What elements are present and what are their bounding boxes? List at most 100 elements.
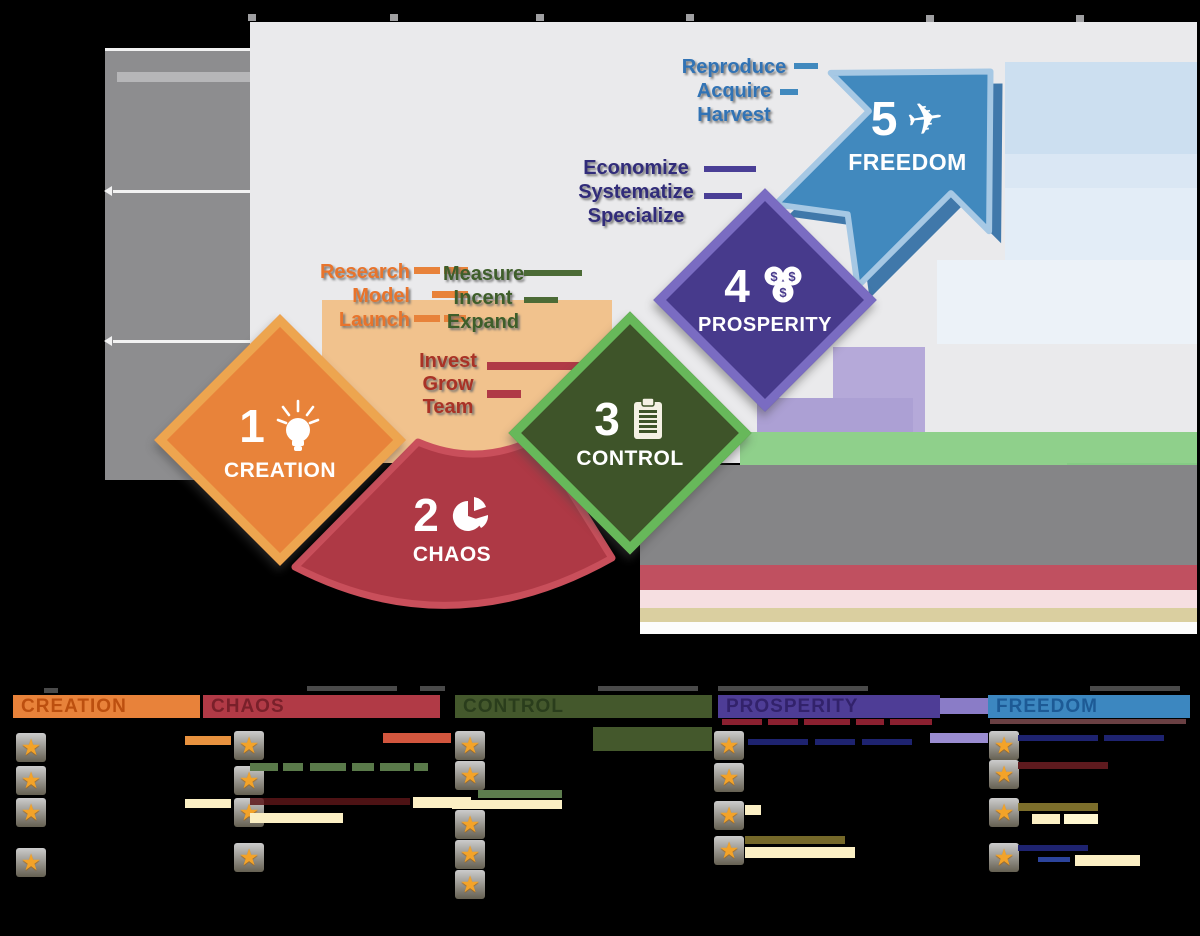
legend-header-prosperity: PROSPERITY <box>718 695 940 718</box>
star-icon: ★ <box>234 843 264 872</box>
text-fragment <box>804 719 850 725</box>
highlight-fragment <box>250 813 343 823</box>
action-line: Model <box>352 285 410 307</box>
highlight-fragment <box>1032 814 1060 824</box>
star-icon: ★ <box>16 766 46 795</box>
leader-dash <box>704 166 756 172</box>
svg-text:$: $ <box>770 269 778 284</box>
stage-name: CHAOS <box>412 543 492 566</box>
leader-dash <box>414 267 440 274</box>
star-icon: ★ <box>16 798 46 827</box>
header-bar-extension <box>940 698 988 714</box>
text-fragment <box>748 739 808 745</box>
text-fragment <box>1018 803 1098 811</box>
stage-number: 2 <box>413 489 439 541</box>
gridline <box>105 48 250 51</box>
text-fragment <box>1018 735 1098 741</box>
leader-dash <box>794 63 818 69</box>
highlight-fragment <box>413 797 471 808</box>
text-fragment <box>856 719 884 725</box>
tick-mark <box>926 15 934 22</box>
action-line: Harvest <box>697 104 771 126</box>
leader-dash <box>780 89 798 95</box>
highlight-fragment <box>930 733 988 743</box>
text-fragment <box>307 686 397 691</box>
text-fragment <box>768 719 798 725</box>
leader-dash <box>704 193 742 199</box>
axis-tick-icon <box>104 186 112 196</box>
text-fragment <box>1018 762 1108 769</box>
chaos-fan-shape <box>291 434 616 609</box>
stage2-shape-content: 2 CHAOS <box>377 492 527 567</box>
text-fragment <box>414 763 428 771</box>
star-icon: ★ <box>234 731 264 760</box>
band-khaki <box>640 608 1197 622</box>
stage-number: 1 <box>239 399 265 452</box>
highlight-fragment <box>452 800 562 809</box>
text-fragment <box>250 763 278 771</box>
highlight-fragment <box>1064 814 1098 824</box>
star-icon: ★ <box>714 763 744 792</box>
band-gray <box>640 465 1197 565</box>
highlight-fragment <box>185 736 231 745</box>
svg-text:$: $ <box>779 285 787 300</box>
star-icon: ★ <box>455 761 485 790</box>
stage-name: PROSPERITY <box>698 314 832 336</box>
legend-header-control: CONTROL <box>455 695 712 718</box>
action-line: Specialize <box>587 205 685 227</box>
legend-header-freedom: FREEDOM <box>988 695 1190 718</box>
stage4-actions: Economize Systematize Specialize <box>570 156 702 228</box>
action-line: Team <box>422 396 474 418</box>
text-fragment <box>44 688 58 693</box>
step-block-purple-2 <box>757 398 913 433</box>
action-line: Grow <box>422 373 474 395</box>
lightbulb-icon <box>276 399 320 451</box>
star-icon: ★ <box>455 870 485 899</box>
stage2-actions: Invest Grow Team <box>412 350 484 419</box>
leader-dash <box>524 270 582 276</box>
text-fragment <box>420 686 445 691</box>
leader-dash <box>487 390 521 398</box>
pie-chart-icon <box>452 497 488 531</box>
tick-mark <box>686 14 694 21</box>
text-fragment <box>862 739 912 745</box>
star-icon: ★ <box>16 733 46 762</box>
text-fragment <box>718 686 868 691</box>
stage-name: CREATION <box>223 458 337 482</box>
leader-dash <box>444 267 468 274</box>
action-line: Acquire <box>696 80 772 102</box>
stage-number: 4 <box>724 260 750 312</box>
star-icon: ★ <box>989 760 1019 789</box>
stage-name: CONTROL <box>576 446 684 470</box>
text-fragment <box>352 763 374 771</box>
freedom-arrow-shape <box>772 68 1003 299</box>
gridline <box>113 190 250 193</box>
step-block-blue-4 <box>937 260 1197 344</box>
highlight-fragment <box>185 799 231 808</box>
star-icon: ★ <box>989 731 1019 760</box>
tick-mark <box>248 14 256 21</box>
star-icon: ★ <box>714 801 744 830</box>
action-line: Incent <box>453 287 513 309</box>
action-line: Reproduce <box>681 56 787 78</box>
leader-dash <box>432 291 468 298</box>
text-fragment <box>722 719 762 725</box>
stage-name: FREEDOM <box>848 149 967 175</box>
action-line: Measure <box>443 263 525 285</box>
tick-mark <box>1076 15 1084 22</box>
step-band-green <box>740 432 1197 465</box>
action-line: Expand <box>446 311 520 333</box>
leader-dash <box>444 315 466 322</box>
star-icon: ★ <box>455 810 485 839</box>
highlight-fragment <box>745 805 761 815</box>
legend-header-creation: CREATION <box>13 695 200 718</box>
stage-number: 5 <box>870 93 898 146</box>
text-fragment <box>815 739 855 745</box>
stage5-shape-content: 5 ✈ FREEDOM <box>825 92 990 176</box>
stage5-actions: Reproduce Acquire Harvest <box>675 55 793 127</box>
control-diamond: 3 CONTROL <box>508 311 752 555</box>
clipboard-icon <box>633 396 662 439</box>
airplane-icon: ✈ <box>904 92 948 147</box>
highlight-fragment <box>745 847 855 858</box>
